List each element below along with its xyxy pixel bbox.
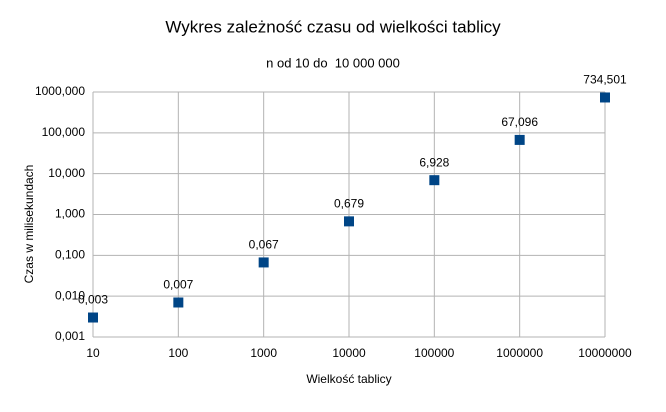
data-label: 734,501: [583, 73, 627, 87]
y-axis-label: Czas w milisekundach: [22, 165, 36, 284]
chart-subtitle: n od 10 do 10 000 000: [266, 55, 400, 70]
data-label: 0,003: [78, 293, 108, 307]
marker: [429, 175, 440, 186]
data-label: 0,067: [249, 238, 279, 252]
marker: [258, 257, 269, 268]
data-label: 67,096: [501, 115, 538, 129]
y-tick-label: 0,010: [55, 288, 85, 302]
x-tick-label: 100000: [414, 346, 454, 360]
x-axis-label: Wielkość tablicy: [306, 372, 391, 386]
marker: [600, 92, 610, 103]
x-tick-label: 10000: [332, 346, 366, 360]
y-tick-label: 0,100: [55, 248, 85, 262]
data-label: 0,679: [334, 197, 364, 211]
y-tick-label: 1000,000: [35, 84, 85, 98]
x-tick-label: 10000000: [578, 346, 632, 360]
x-tick-label: 1000000: [496, 346, 543, 360]
y-tick-label: 1,000: [55, 207, 85, 221]
y-tick-label: 100,000: [42, 125, 86, 139]
x-tick-label: 100: [168, 346, 188, 360]
y-tick-label: 10,000: [48, 166, 85, 180]
x-tick-label: 10: [86, 346, 100, 360]
marker: [344, 216, 354, 227]
marker: [514, 134, 525, 145]
marker: [88, 312, 98, 323]
marker: [173, 297, 184, 308]
chart-title: Wykres zależność czasu od wielkości tabl…: [165, 17, 501, 36]
x-tick-label: 1000: [250, 346, 277, 360]
data-label: 0,007: [163, 278, 193, 292]
data-label: 6,928: [419, 155, 449, 169]
y-tick-label: 0,001: [55, 329, 85, 343]
